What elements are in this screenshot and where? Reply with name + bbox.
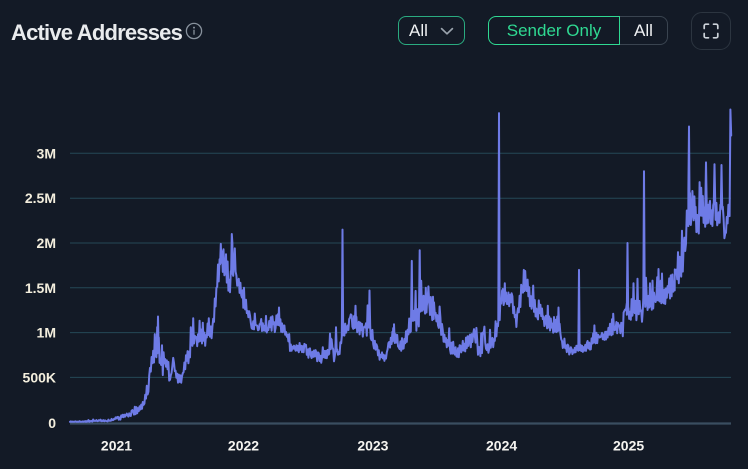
svg-text:2025: 2025 [613,438,644,454]
svg-text:3M: 3M [37,145,56,161]
svg-text:2024: 2024 [486,438,517,454]
svg-text:2022: 2022 [228,438,259,454]
svg-text:1.5M: 1.5M [25,280,56,296]
svg-text:2021: 2021 [101,438,132,454]
svg-text:2023: 2023 [357,438,388,454]
svg-text:0: 0 [48,415,56,431]
svg-text:2M: 2M [37,235,56,251]
svg-text:500K: 500K [23,369,56,385]
svg-text:1M: 1M [37,325,56,341]
svg-text:2.5M: 2.5M [25,190,56,206]
